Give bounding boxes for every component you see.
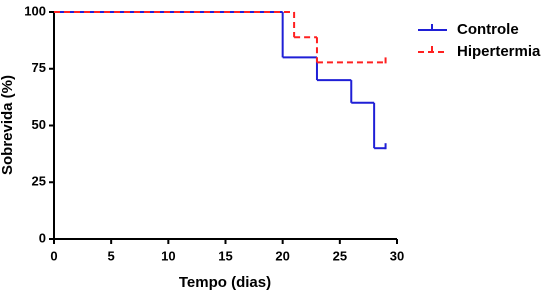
x-tick-label: 10 bbox=[161, 248, 175, 263]
x-tick-label: 25 bbox=[333, 248, 347, 263]
y-tick-label: 100 bbox=[24, 3, 46, 18]
y-tick-label: 75 bbox=[32, 60, 46, 75]
x-tick-label: 5 bbox=[108, 248, 115, 263]
x-tick-label: 0 bbox=[50, 248, 57, 263]
legend-label: Controle bbox=[457, 21, 519, 38]
y-tick-label: 0 bbox=[39, 230, 46, 245]
x-axis-title: Tempo (dias) bbox=[179, 274, 271, 291]
y-tick-label: 50 bbox=[32, 117, 46, 132]
y-tick-label: 25 bbox=[32, 174, 46, 189]
x-tick-label: 20 bbox=[275, 248, 289, 263]
x-tick-label: 15 bbox=[218, 248, 232, 263]
y-axis-title: Sobrevida (%) bbox=[0, 75, 16, 175]
legend-label: Hipertermia bbox=[457, 43, 541, 60]
x-tick-label: 30 bbox=[390, 248, 404, 263]
